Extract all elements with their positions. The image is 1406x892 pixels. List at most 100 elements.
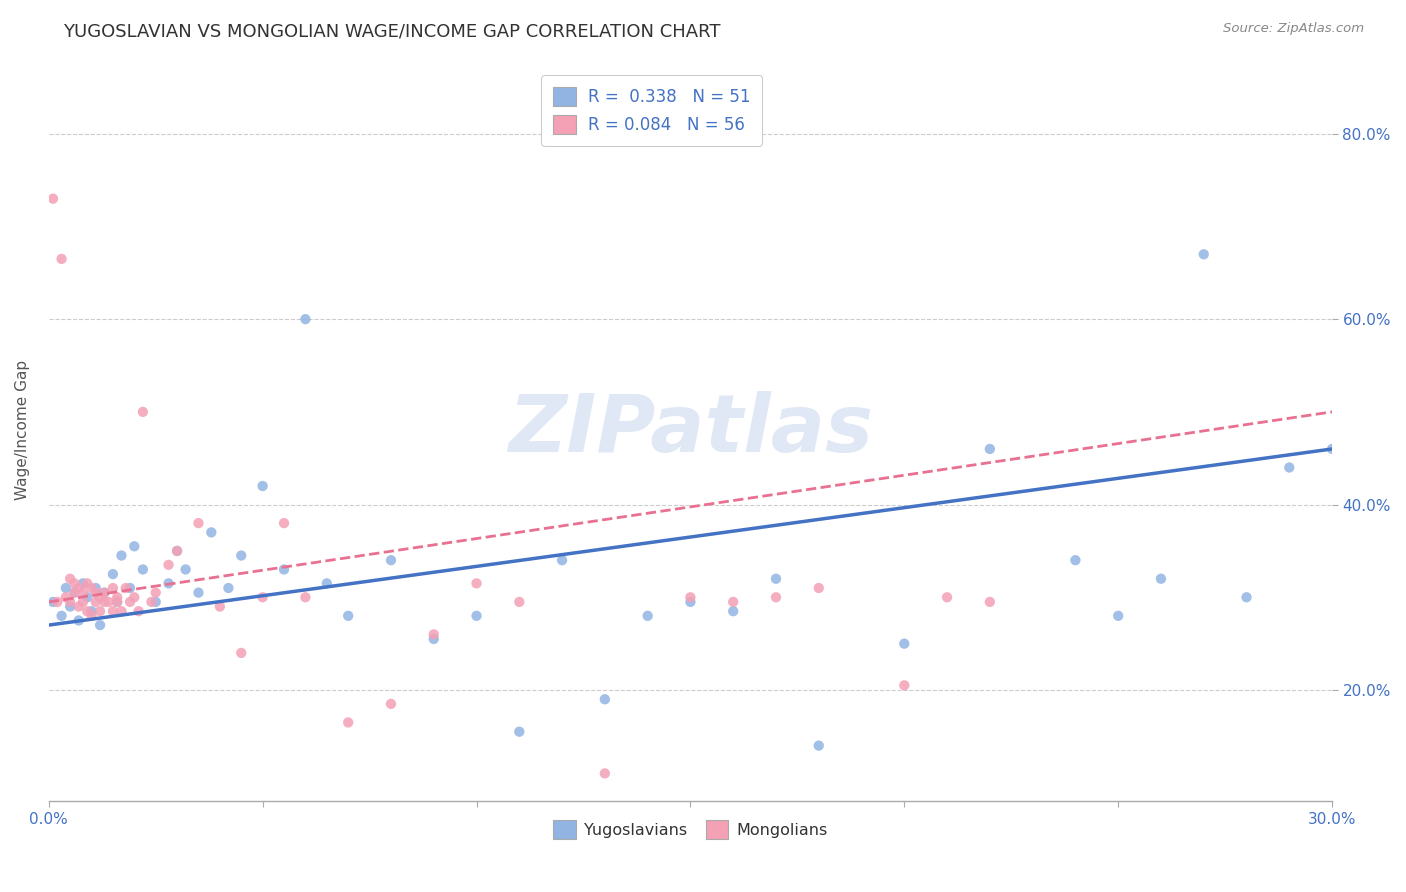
- Point: [157, 576, 180, 591]
- Point: [76, 576, 98, 591]
- Point: [273, 562, 295, 576]
- Point: [124, 591, 146, 605]
- Point: [1320, 442, 1343, 456]
- Point: [97, 595, 120, 609]
- Point: [141, 595, 163, 609]
- Point: [84, 585, 107, 599]
- Point: [42, 595, 65, 609]
- Point: [63, 576, 86, 591]
- Point: [593, 692, 616, 706]
- Point: [89, 591, 111, 605]
- Point: [231, 549, 253, 563]
- Point: [465, 608, 488, 623]
- Point: [124, 539, 146, 553]
- Point: [252, 479, 274, 493]
- Point: [132, 405, 155, 419]
- Point: [893, 678, 915, 692]
- Point: [337, 608, 360, 623]
- Point: [76, 591, 98, 605]
- Point: [637, 608, 659, 623]
- Point: [80, 604, 103, 618]
- Point: [101, 567, 124, 582]
- Point: [105, 591, 128, 605]
- Point: [132, 562, 155, 576]
- Point: [200, 525, 222, 540]
- Legend: Yugoslavians, Mongolians: Yugoslavians, Mongolians: [547, 814, 834, 845]
- Point: [55, 581, 77, 595]
- Point: [1064, 553, 1087, 567]
- Point: [105, 595, 128, 609]
- Point: [63, 585, 86, 599]
- Point: [721, 604, 744, 618]
- Point: [67, 581, 90, 595]
- Point: [93, 585, 115, 599]
- Point: [273, 516, 295, 530]
- Point: [508, 595, 530, 609]
- Point: [67, 599, 90, 614]
- Point: [80, 581, 103, 595]
- Point: [593, 766, 616, 780]
- Point: [145, 595, 167, 609]
- Point: [166, 544, 188, 558]
- Point: [679, 591, 702, 605]
- Point: [84, 581, 107, 595]
- Point: [217, 581, 239, 595]
- Point: [110, 549, 132, 563]
- Point: [422, 632, 444, 646]
- Point: [166, 544, 188, 558]
- Point: [59, 599, 82, 614]
- Point: [46, 595, 69, 609]
- Point: [979, 442, 1001, 456]
- Point: [105, 595, 128, 609]
- Point: [979, 595, 1001, 609]
- Point: [252, 591, 274, 605]
- Point: [380, 553, 402, 567]
- Point: [807, 581, 830, 595]
- Point: [294, 312, 316, 326]
- Point: [114, 581, 136, 595]
- Point: [422, 627, 444, 641]
- Point: [89, 604, 111, 618]
- Text: YUGOSLAVIAN VS MONGOLIAN WAGE/INCOME GAP CORRELATION CHART: YUGOSLAVIAN VS MONGOLIAN WAGE/INCOME GAP…: [63, 22, 721, 40]
- Point: [80, 608, 103, 623]
- Point: [93, 595, 115, 609]
- Point: [118, 581, 141, 595]
- Point: [1278, 460, 1301, 475]
- Point: [145, 585, 167, 599]
- Point: [294, 591, 316, 605]
- Point: [118, 595, 141, 609]
- Point: [51, 608, 73, 623]
- Point: [551, 553, 574, 567]
- Point: [89, 618, 111, 632]
- Point: [508, 724, 530, 739]
- Point: [101, 604, 124, 618]
- Point: [72, 595, 94, 609]
- Point: [337, 715, 360, 730]
- Point: [315, 576, 337, 591]
- Point: [174, 562, 197, 576]
- Point: [231, 646, 253, 660]
- Point: [76, 604, 98, 618]
- Point: [187, 585, 209, 599]
- Point: [936, 591, 959, 605]
- Point: [1150, 572, 1173, 586]
- Point: [59, 572, 82, 586]
- Point: [67, 614, 90, 628]
- Point: [187, 516, 209, 530]
- Point: [72, 576, 94, 591]
- Point: [208, 599, 231, 614]
- Point: [380, 697, 402, 711]
- Point: [807, 739, 830, 753]
- Point: [72, 585, 94, 599]
- Point: [128, 604, 150, 618]
- Point: [1192, 247, 1215, 261]
- Text: ZIPatlas: ZIPatlas: [508, 392, 873, 469]
- Point: [765, 572, 787, 586]
- Point: [110, 604, 132, 618]
- Point: [101, 581, 124, 595]
- Point: [157, 558, 180, 572]
- Point: [59, 595, 82, 609]
- Point: [1107, 608, 1129, 623]
- Y-axis label: Wage/Income Gap: Wage/Income Gap: [15, 360, 30, 500]
- Point: [465, 576, 488, 591]
